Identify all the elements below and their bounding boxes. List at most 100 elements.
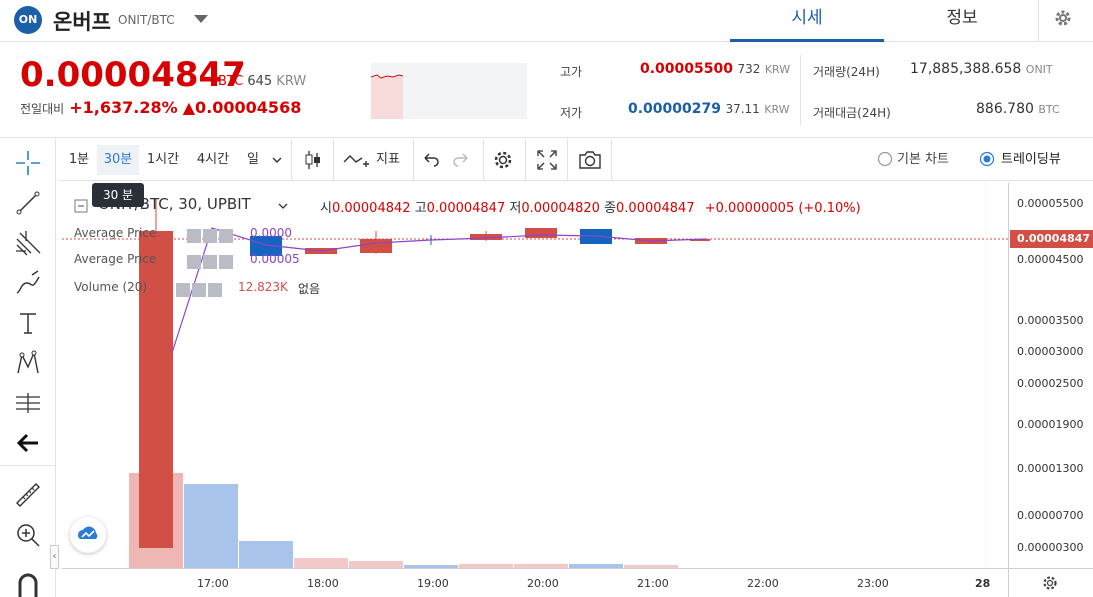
current-price-tag: 0.00004847 xyxy=(1010,230,1093,248)
close-icon[interactable] xyxy=(208,282,222,297)
indicator-button[interactable]: 지표 xyxy=(376,152,400,167)
indicator-avg-price-2[interactable]: Average Price xyxy=(74,252,156,266)
indicator-icon[interactable] xyxy=(343,150,371,170)
volume-bar xyxy=(624,565,678,568)
tradingview-logo[interactable] xyxy=(70,517,106,553)
gear-icon[interactable] xyxy=(203,254,217,269)
radio-tradingview[interactable] xyxy=(979,151,995,167)
chart-svg xyxy=(62,183,1008,568)
radio-basic-chart[interactable] xyxy=(877,151,893,167)
chart-toolbar: 1분 30분 1시간 4시간 일 지표 xyxy=(59,139,1093,181)
divider xyxy=(291,139,292,181)
arrow-left-icon[interactable] xyxy=(12,427,44,459)
redo-icon[interactable] xyxy=(451,151,471,169)
prediction-icon[interactable] xyxy=(12,387,44,419)
x-tick-label: 19:00 xyxy=(417,577,449,590)
high-krw: 732 xyxy=(737,62,761,76)
eye-icon[interactable] xyxy=(187,254,201,269)
close-icon[interactable] xyxy=(219,228,233,243)
tab-info[interactable]: 정보 xyxy=(946,8,978,28)
low-krw-unit: KRW xyxy=(764,103,790,116)
fib-tool-icon[interactable] xyxy=(12,227,44,259)
fullscreen-icon[interactable] xyxy=(535,148,559,172)
legend-change: +0.00000005 (+0.10%) xyxy=(704,201,861,216)
trend-line-icon[interactable] xyxy=(12,187,44,219)
crosshair-icon[interactable] xyxy=(12,147,44,179)
gear-icon[interactable] xyxy=(203,228,217,243)
indicator-avg-price-1[interactable]: Average Price xyxy=(74,226,156,240)
settings-icon[interactable] xyxy=(491,148,515,172)
zoom-in-icon[interactable] xyxy=(12,519,44,551)
time-axis[interactable]: 17:00 18:00 19:00 20:00 21:00 22:00 23:0… xyxy=(62,568,1008,597)
volume-bar xyxy=(184,484,238,568)
change-pct: +1,637.28% xyxy=(69,98,178,117)
candle-body xyxy=(250,236,282,256)
ruler-icon[interactable] xyxy=(12,479,44,511)
x-tick-label: 23:00 xyxy=(857,577,889,590)
volume-unit: ONIT xyxy=(1025,63,1053,76)
low-row: 0.00000279 37.11 KRW xyxy=(628,101,790,117)
amount-label: 거래대금(24H) xyxy=(813,106,891,120)
low-price: 0.00000279 xyxy=(628,101,721,117)
y-tick-label: 0.00005500 xyxy=(1017,197,1084,210)
indicator-name: Average Price xyxy=(74,226,157,240)
indicator-value: 0.00005 xyxy=(250,252,300,266)
gear-icon[interactable] xyxy=(1041,574,1059,592)
x-tick-label: 28 xyxy=(975,577,991,590)
legend-open: 0.00004842 xyxy=(331,201,411,216)
coin-name[interactable]: 온버프 xyxy=(53,10,111,34)
change-label: 전일대비 xyxy=(20,102,65,116)
divider xyxy=(1038,0,1039,42)
divider xyxy=(525,139,526,181)
close-icon[interactable] xyxy=(219,254,233,269)
volume-bar xyxy=(459,564,513,568)
eye-icon[interactable] xyxy=(176,282,190,297)
camera-icon[interactable] xyxy=(577,148,603,172)
legend-open-label: 시 xyxy=(320,201,332,216)
high-price: 0.00005500 xyxy=(640,61,733,77)
legend-ohlc: 시0.00004842 고0.00004847 저0.00004820 종0.0… xyxy=(320,197,861,216)
coin-header: ON 온버프 ONIT/BTC 시세 정보 xyxy=(0,0,1093,42)
interval-tooltip: 30 분 xyxy=(92,183,144,207)
text-icon[interactable] xyxy=(12,307,44,339)
collapse-legend-icon[interactable] xyxy=(74,199,88,213)
price-unit: BTC xyxy=(218,74,244,89)
undo-icon[interactable] xyxy=(421,151,441,169)
chevron-down-icon[interactable] xyxy=(278,202,288,210)
y-tick-label: 0.00000700 xyxy=(1017,509,1084,522)
volume-value: 17,885,388.658 xyxy=(910,61,1022,77)
pattern-icon[interactable] xyxy=(12,347,44,379)
eye-icon[interactable] xyxy=(187,228,201,243)
y-tick-label: 0.00003000 xyxy=(1017,345,1084,358)
average-price-line xyxy=(171,227,707,354)
current-price: 0.00004847 xyxy=(20,55,246,95)
tradingview-label[interactable]: 트레이딩뷰 xyxy=(1001,152,1061,167)
y-tick-label: 0.00001300 xyxy=(1017,462,1084,475)
x-tick-label: 22:00 xyxy=(747,577,779,590)
candle-body xyxy=(470,234,502,240)
interval-day[interactable]: 일 xyxy=(247,152,259,167)
coin-logo: ON xyxy=(14,6,42,34)
interval-30m[interactable]: 30분 xyxy=(97,145,139,175)
chevron-down-icon[interactable] xyxy=(271,155,283,165)
candle-style-icon[interactable] xyxy=(301,148,325,172)
gear-icon[interactable] xyxy=(1053,8,1073,28)
chart-area[interactable]: ONIT/BTC, 30, UPBIT 시0.00004842 고0.00004… xyxy=(62,183,1008,568)
chevron-down-icon[interactable] xyxy=(194,15,208,23)
collapse-toolbar-handle[interactable]: ‹ xyxy=(50,545,59,569)
magnet-icon[interactable] xyxy=(12,567,44,597)
gear-icon[interactable] xyxy=(192,282,206,297)
tab-quote[interactable]: 시세 xyxy=(730,0,884,42)
legend-high-label: 고 xyxy=(414,201,427,216)
interval-1h[interactable]: 1시간 xyxy=(146,152,180,167)
interval-4h[interactable]: 4시간 xyxy=(196,152,230,167)
indicator-value: 0.0000 xyxy=(250,226,292,240)
divider xyxy=(611,139,612,181)
basic-chart-label[interactable]: 기본 차트 xyxy=(897,152,949,167)
indicator-name: Volume (20) xyxy=(74,280,148,294)
price-axis[interactable]: 0.00005500 0.00004847 0.00004500 0.00003… xyxy=(1008,183,1093,568)
interval-1m[interactable]: 1분 xyxy=(68,152,90,167)
brush-icon[interactable] xyxy=(12,267,44,299)
indicator-volume[interactable]: Volume (20) xyxy=(74,280,147,294)
legend-close-label: 종 xyxy=(604,201,617,216)
